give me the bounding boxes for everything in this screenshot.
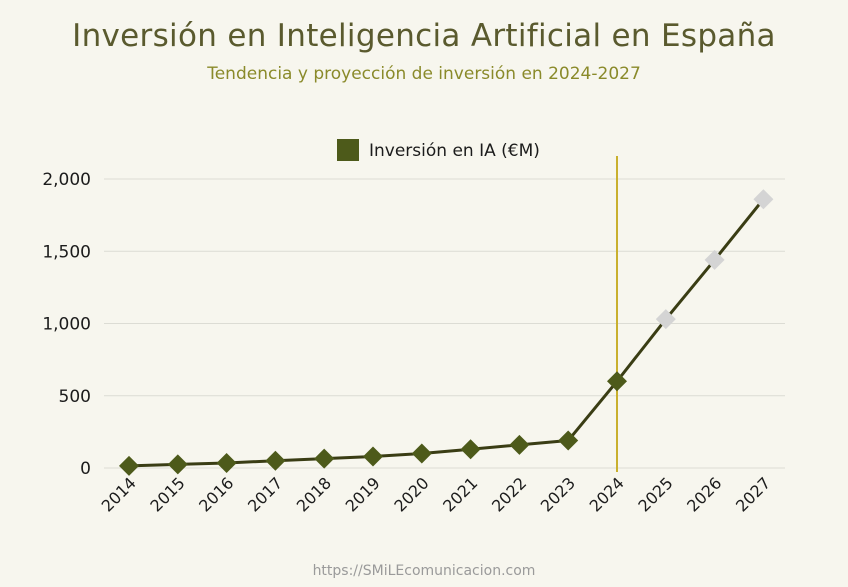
data-point-projected: [655, 309, 676, 330]
data-point: [411, 443, 432, 464]
data-point: [460, 439, 481, 460]
y-tick-label: 1,500: [42, 242, 91, 262]
x-tick-label: 2021: [439, 473, 481, 515]
x-tick-label: 2016: [195, 473, 237, 515]
x-tick-label: 2017: [244, 473, 286, 515]
x-tick-label: 2022: [488, 473, 530, 515]
grid-lines: [104, 178, 785, 469]
data-point-projected: [753, 189, 774, 210]
series-polyline: [128, 198, 765, 468]
y-tick-label: 0: [80, 459, 91, 479]
data-point: [314, 448, 335, 469]
legend-swatch: [337, 139, 359, 161]
chart-subtitle: Tendencia y proyección de inversión en 2…: [207, 64, 641, 84]
data-point: [509, 434, 530, 455]
x-tick-label: 2026: [683, 473, 725, 515]
data-point: [363, 446, 383, 467]
legend-label: Inversión en IA (€M): [369, 141, 540, 161]
data-point: [119, 455, 139, 476]
x-tick-label: 2018: [293, 473, 335, 515]
x-axis: 2014 2015 2016 2017 2018 2019 2020 2021 2022 2023…: [98, 473, 775, 515]
data-point: [558, 430, 579, 451]
footer-url[interactable]: https://SMiLEcomunicacion.com: [312, 563, 536, 579]
y-tick-label: 2,000: [42, 170, 91, 190]
x-tick-label: 2025: [634, 473, 676, 515]
x-tick-label: 2014: [98, 473, 140, 515]
series-markers: [119, 189, 774, 476]
y-axis: 0 500 1,000 1,500 2,000: [42, 170, 91, 479]
x-tick-label: 2027: [732, 473, 774, 515]
data-point: [167, 454, 188, 475]
y-tick-label: 1,000: [42, 315, 91, 335]
x-tick-label: 2015: [146, 473, 188, 515]
legend: Inversión en IA (€M): [337, 139, 540, 161]
series-line: [128, 198, 765, 468]
y-tick-label: 500: [59, 387, 91, 407]
x-tick-label: 2020: [390, 473, 432, 515]
data-point-projected: [704, 249, 725, 270]
data-point: [265, 450, 286, 471]
x-tick-label: 2023: [537, 473, 579, 515]
data-point: [216, 452, 237, 473]
chart-title: Inversión en Inteligencia Artificial en …: [72, 18, 776, 54]
x-tick-label: 2024: [586, 473, 628, 515]
x-tick-label: 2019: [342, 473, 384, 515]
data-point: [607, 371, 627, 392]
